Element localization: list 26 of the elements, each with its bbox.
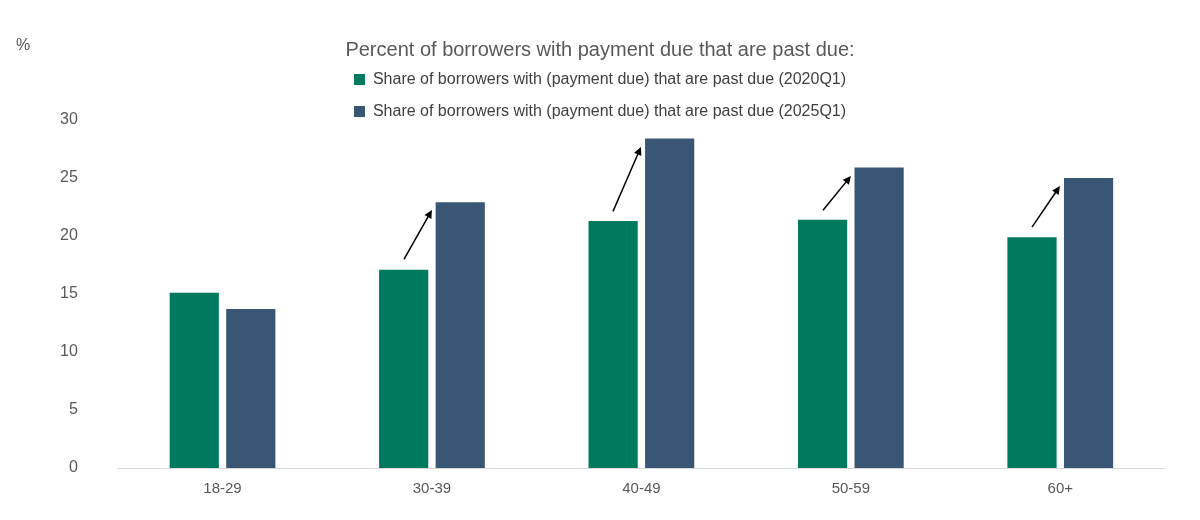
x-tick-label: 60+ [1047, 479, 1074, 497]
y-tick-label: 0 [68, 458, 78, 476]
bar [435, 202, 485, 468]
y-tick-label: 5 [68, 400, 78, 418]
chart-title: Percent of borrowers with payment due that are past due: [345, 38, 855, 60]
bar [797, 219, 848, 468]
y-tick-label: 30 [60, 110, 78, 128]
x-tick-label: 50-59 [831, 479, 871, 497]
x-tick-label: 40-49 [622, 479, 661, 497]
y-tick-label: 25 [60, 168, 78, 186]
y-tick-label: 15 [60, 284, 78, 302]
bar [645, 138, 695, 468]
x-tick-label: 18-29 [203, 479, 242, 497]
x-tick-label: 30-39 [412, 479, 452, 497]
bar [1007, 237, 1057, 468]
bar [1063, 178, 1114, 468]
bar [588, 220, 638, 468]
bar [854, 167, 904, 468]
y-tick-label: 10 [60, 342, 78, 360]
bar [226, 309, 276, 468]
y-axis-title: % [16, 36, 31, 54]
bar [379, 269, 429, 468]
legend-label: Share of borrowers with (payment due) that are past due (2020Q1) [372, 70, 847, 88]
legend-label: Share of borrowers with (payment due) that are past due (2025Q1) [372, 102, 847, 120]
bar [169, 292, 219, 468]
y-tick-label: 20 [60, 226, 78, 244]
